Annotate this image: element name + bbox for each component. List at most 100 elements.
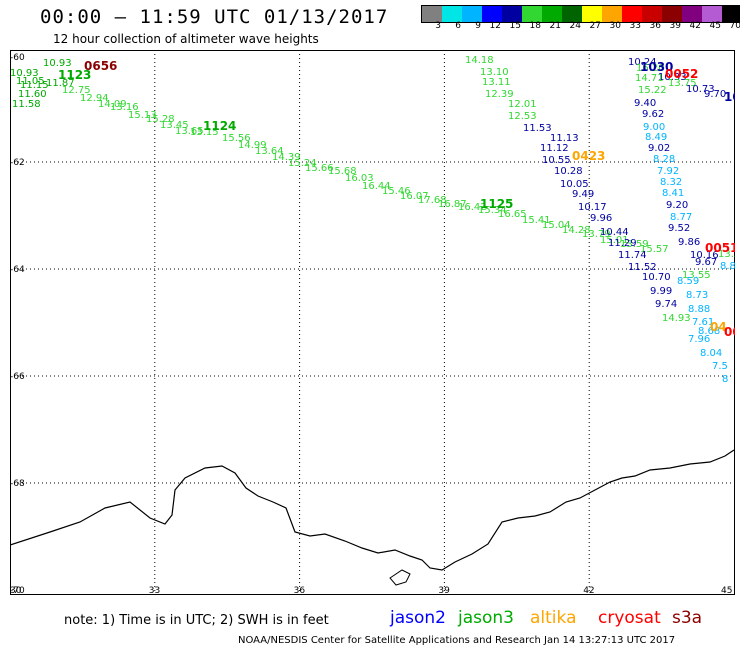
wave-height-label: 9.86 bbox=[678, 237, 700, 248]
wave-height-label: 12.01 bbox=[508, 99, 537, 110]
lon-tick-label: 39 bbox=[438, 586, 450, 595]
map-frame bbox=[10, 50, 735, 595]
wave-height-label: 9.49 bbox=[572, 189, 594, 200]
pass-time-label: 0656 bbox=[84, 59, 117, 73]
wave-height-label: 10.16 bbox=[690, 250, 719, 261]
wave-height-label: 14.93 bbox=[662, 313, 691, 324]
wave-height-label: 8.77 bbox=[670, 212, 692, 223]
wave-height-label: 14.99 bbox=[238, 140, 267, 151]
legend-label: 70 bbox=[729, 21, 740, 31]
wave-height-label: 9.40 bbox=[634, 98, 656, 109]
wave-height-label: 9.67 bbox=[695, 257, 717, 268]
wave-height-label: 14.09 bbox=[98, 99, 127, 110]
lat-tick-label: -60 bbox=[10, 53, 25, 63]
lon-tick-label: 36 bbox=[294, 586, 306, 595]
wave-height-label: 15.13 bbox=[128, 110, 157, 121]
lon-tick-label: 45 bbox=[721, 586, 732, 595]
legend-label: 24 bbox=[569, 21, 581, 31]
lat-tick-label: -66 bbox=[10, 372, 25, 382]
wave-height-label: 13.45 bbox=[160, 120, 189, 131]
altimeter-track-labels: 10.9310.9311.0511.1511.8711.6011.5812.75… bbox=[10, 55, 735, 385]
wave-height-label: 8.32 bbox=[660, 177, 682, 188]
wave-height-label: 9.20 bbox=[666, 200, 688, 211]
wave-height-label: 17.68 bbox=[418, 195, 447, 206]
pass-time-label: 1030 bbox=[640, 60, 673, 74]
wave-height-label: 10.93 bbox=[10, 68, 39, 79]
pass-time-label: 04 bbox=[710, 320, 727, 334]
legend-swatch bbox=[422, 6, 442, 22]
wave-height-label: 14.28 bbox=[562, 225, 591, 236]
lat-tick-label: -62 bbox=[10, 158, 25, 168]
wave-height-label: 11.15 bbox=[20, 80, 49, 91]
wave-height-label: 15.56 bbox=[222, 133, 251, 144]
wave-height-label: 15.57 bbox=[640, 244, 669, 255]
legend-label: 6 bbox=[455, 21, 461, 31]
wave-height-label: 11.13 bbox=[550, 133, 579, 144]
legend-label: 18 bbox=[529, 21, 541, 31]
wave-height-label: 11.87 bbox=[46, 78, 75, 89]
legend-swatch bbox=[542, 6, 562, 22]
satellite-cryosat: cryosat bbox=[598, 608, 661, 628]
wave-height-label: 8 bbox=[722, 374, 728, 385]
wave-height-label: 8.49 bbox=[645, 132, 667, 143]
legend-label: 45 bbox=[709, 21, 721, 31]
legend-label: 27 bbox=[589, 21, 601, 31]
legend-swatch bbox=[602, 6, 622, 22]
wave-height-label: 16.03 bbox=[345, 173, 374, 184]
lat-tick-label: -70 bbox=[10, 586, 25, 595]
legend-swatch bbox=[702, 6, 722, 22]
legend-label: 33 bbox=[629, 21, 641, 31]
wave-height-label: 7.61 bbox=[692, 317, 714, 328]
wave-height-label: 8.28 bbox=[653, 154, 675, 165]
lat-tick-label: -64 bbox=[10, 265, 25, 275]
wave-height-label: 8.41 bbox=[662, 188, 684, 199]
legend-swatch bbox=[622, 6, 642, 22]
wave-height-label: 9.02 bbox=[648, 143, 670, 154]
wave-height-label: 10.55 bbox=[542, 155, 571, 166]
wave-height-label: 16.07 bbox=[400, 191, 429, 202]
pass-time-label: 1124 bbox=[203, 119, 236, 133]
wave-height-label: 16.65 bbox=[498, 209, 527, 220]
pass-time-label: 10 bbox=[724, 90, 735, 104]
wave-height-label: 13.65 bbox=[175, 126, 204, 137]
satellite-jason2: jason2 bbox=[390, 608, 446, 628]
wave-height-label: 9.00 bbox=[643, 122, 665, 133]
wave-height-label: 10.05 bbox=[560, 179, 589, 190]
pass-time-label: 1125 bbox=[480, 197, 513, 211]
wave-height-label: 12.53 bbox=[508, 111, 537, 122]
wave-height-label: 15.41 bbox=[522, 215, 551, 226]
legend-swatch bbox=[462, 6, 482, 22]
lat-lon-grid bbox=[10, 50, 735, 595]
pass-time-label: 0052 bbox=[665, 67, 698, 81]
wave-height-label: 16.20 bbox=[636, 63, 665, 74]
wave-height-label: 9.96 bbox=[590, 213, 612, 224]
wave-height-label: 7.92 bbox=[657, 166, 679, 177]
lat-tick-label: -68 bbox=[10, 479, 25, 489]
wave-height-label: 11.05 bbox=[16, 76, 45, 87]
lon-tick-label: 33 bbox=[149, 586, 160, 595]
legend-swatch bbox=[682, 6, 702, 22]
wave-height-label: 15.28 bbox=[146, 114, 175, 125]
axis-tick-labels: 30 33 36 39 42 45 -60 -62 -64 -66 -68 -70 bbox=[10, 53, 732, 595]
wave-height-label: 10.28 bbox=[554, 166, 583, 177]
wave-height-label: 16.44 bbox=[362, 181, 391, 192]
wave-height-label: 9.74 bbox=[655, 299, 677, 310]
wave-height-label: 10.73 bbox=[686, 84, 715, 95]
wave-height-label: 11.29 bbox=[608, 238, 637, 249]
wave-height-label: 10.44 bbox=[600, 227, 629, 238]
wave-height-label: 13.16 bbox=[110, 102, 139, 113]
wave-height-label: 11.60 bbox=[18, 89, 47, 100]
wave-height-label: 11.52 bbox=[628, 262, 657, 273]
wave-height-label: 8.59 bbox=[677, 276, 699, 287]
units-note: note: 1) Time is in UTC; 2) SWH is in fe… bbox=[64, 613, 329, 628]
pass-time-label: 0051 bbox=[705, 241, 735, 255]
wave-height-label: 13.15 bbox=[190, 127, 219, 138]
legend-swatch bbox=[582, 6, 602, 22]
satellite-jason3: jason3 bbox=[458, 608, 514, 628]
antarctic-coastline bbox=[10, 449, 735, 571]
wave-height-label: 14.71 bbox=[635, 73, 664, 84]
wave-height-label: 15.68 bbox=[328, 166, 357, 177]
legend-label: 3 bbox=[435, 21, 441, 31]
wave-height-label: 13.75 bbox=[668, 78, 697, 89]
wave-height-label: 8.81 bbox=[720, 261, 735, 272]
